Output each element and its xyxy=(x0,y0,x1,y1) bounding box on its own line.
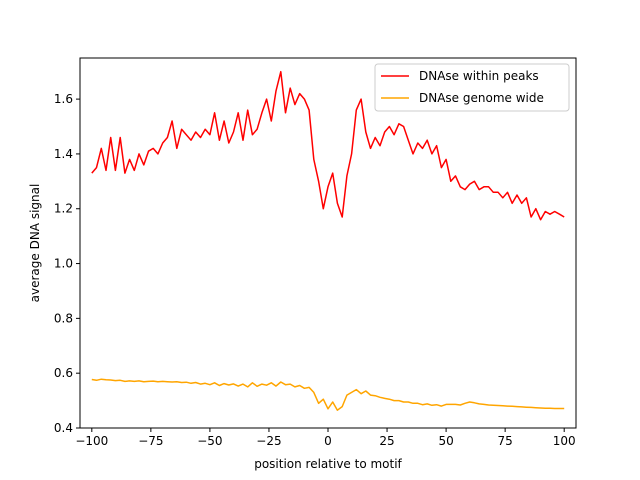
y-tick-label: 1.4 xyxy=(54,147,73,161)
x-tick-label: 50 xyxy=(438,434,453,448)
y-tick-label: 1.2 xyxy=(54,202,73,216)
x-axis-ticks: −100 −75 −50 −25 0 25 50 75 100 xyxy=(75,428,576,448)
y-axis-label: average DNA signal xyxy=(28,184,42,303)
y-axis-ticks: 0.4 0.6 0.8 1.0 1.2 1.4 1.6 xyxy=(54,92,80,435)
x-tick-label: 75 xyxy=(498,434,513,448)
y-tick-label: 1.0 xyxy=(54,257,73,271)
x-tick-label: −100 xyxy=(75,434,108,448)
legend-label-within-peaks: DNAse within peaks xyxy=(419,69,539,83)
x-tick-label: 100 xyxy=(553,434,576,448)
legend: DNAse within peaks DNAse genome wide xyxy=(374,63,570,112)
x-tick-label: −75 xyxy=(138,434,163,448)
y-tick-label: 0.4 xyxy=(54,421,73,435)
series-line-1 xyxy=(91,378,565,411)
legend-label-genome-wide: DNAse genome wide xyxy=(419,91,544,105)
x-axis-label: position relative to motif xyxy=(254,457,402,471)
series-layer xyxy=(91,70,565,411)
y-tick-label: 1.6 xyxy=(54,92,73,106)
y-tick-label: 0.8 xyxy=(54,311,73,325)
legend-box xyxy=(374,63,570,112)
x-tick-label: 25 xyxy=(379,434,394,448)
x-tick-label: −25 xyxy=(256,434,281,448)
x-tick-label: 0 xyxy=(324,434,332,448)
y-tick-label: 0.6 xyxy=(54,366,73,380)
x-tick-label: −50 xyxy=(197,434,222,448)
series-line-0 xyxy=(91,70,565,221)
